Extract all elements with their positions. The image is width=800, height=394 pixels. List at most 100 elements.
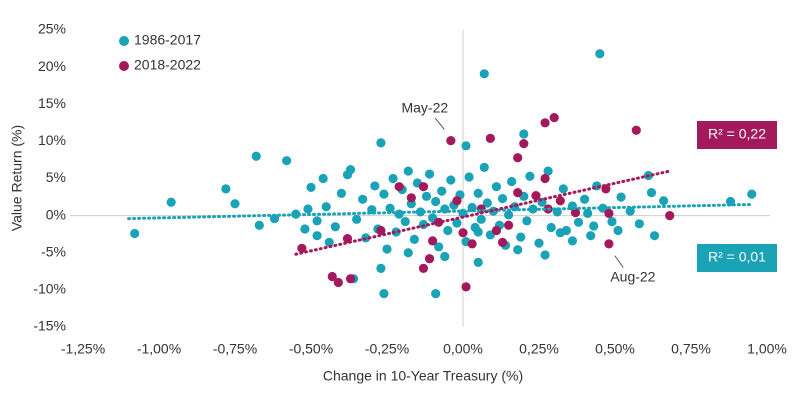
point: [747, 189, 757, 199]
point: [504, 210, 514, 220]
annotation-leader: [614, 255, 624, 268]
x-tick-label: -0,25%: [365, 341, 409, 357]
point: [461, 282, 471, 292]
x-tick-label: 0,00%: [443, 341, 483, 357]
point: [513, 153, 523, 163]
point: [513, 245, 523, 255]
point: [567, 236, 578, 246]
point: [540, 118, 550, 128]
legend-marker: [119, 36, 129, 46]
point: [221, 184, 231, 194]
point: [446, 175, 456, 185]
y-tick-label: 20%: [38, 58, 66, 74]
point: [382, 244, 392, 254]
point: [583, 208, 593, 218]
r-squared-label: R² = 0,22: [708, 126, 766, 142]
point: [251, 151, 261, 161]
point: [522, 216, 532, 226]
point: [336, 188, 346, 198]
y-tick-label: 5%: [46, 169, 66, 185]
point: [385, 203, 395, 213]
point: [446, 136, 456, 146]
y-tick-label: 15%: [38, 95, 66, 111]
point: [345, 274, 356, 284]
x-tick-label: 1,00%: [747, 341, 787, 357]
point: [546, 222, 556, 233]
y-tick-label: 25%: [38, 21, 66, 37]
point: [558, 184, 568, 194]
point: [421, 191, 432, 201]
annotation-leader: [434, 117, 445, 130]
point: [312, 231, 322, 241]
x-tick-label: -0,75%: [213, 341, 257, 357]
point: [485, 133, 495, 144]
point: [303, 204, 313, 214]
point: [491, 182, 502, 192]
legend-marker: [119, 61, 129, 71]
point: [595, 49, 605, 59]
point: [473, 257, 483, 268]
point: [345, 164, 356, 175]
point: [394, 182, 404, 192]
point: [461, 141, 471, 151]
point: [497, 193, 508, 204]
point: [424, 254, 435, 264]
point: [649, 231, 660, 241]
point: [561, 225, 571, 236]
x-tick-label: 0,25%: [519, 341, 559, 357]
point: [516, 232, 526, 242]
point: [403, 248, 413, 258]
point: [440, 251, 450, 262]
r-squared-box: [697, 244, 777, 272]
r-squared-label: R² = 0,01: [708, 249, 766, 265]
point: [473, 188, 483, 198]
point: [376, 225, 386, 236]
point: [434, 242, 444, 252]
point: [586, 231, 596, 241]
point: [543, 166, 553, 176]
point: [631, 125, 641, 135]
point: [352, 214, 362, 224]
point: [504, 220, 514, 230]
point: [431, 196, 441, 207]
point: [327, 271, 337, 282]
point: [497, 237, 508, 247]
point: [391, 227, 401, 237]
annotation-label: May-22: [401, 99, 448, 115]
x-tick-label: -0,50%: [289, 341, 333, 357]
point: [573, 217, 584, 227]
point: [613, 225, 623, 236]
point: [625, 206, 635, 216]
point: [437, 186, 447, 196]
point: [659, 196, 669, 206]
point: [467, 239, 477, 249]
x-tick-label: 0,50%: [595, 341, 635, 357]
point: [379, 288, 389, 299]
point: [403, 166, 413, 176]
point: [616, 192, 626, 202]
point: [297, 243, 307, 253]
point: [130, 228, 140, 239]
point: [324, 237, 334, 247]
point: [312, 216, 322, 226]
point: [376, 263, 386, 273]
point: [519, 129, 529, 139]
point: [333, 277, 343, 288]
point: [519, 139, 529, 149]
r-squared-box: [697, 121, 777, 149]
x-tick-label: -1,00%: [137, 341, 181, 357]
point: [282, 156, 292, 166]
point: [254, 220, 264, 230]
y-tick-label: 0%: [46, 206, 66, 222]
point: [473, 227, 483, 237]
point: [580, 194, 590, 204]
point: [540, 173, 550, 184]
point: [665, 211, 675, 221]
point: [409, 234, 419, 244]
y-tick-label: -5%: [41, 243, 66, 259]
point: [607, 216, 617, 227]
point: [394, 209, 404, 219]
point: [531, 190, 541, 201]
point: [458, 228, 468, 238]
